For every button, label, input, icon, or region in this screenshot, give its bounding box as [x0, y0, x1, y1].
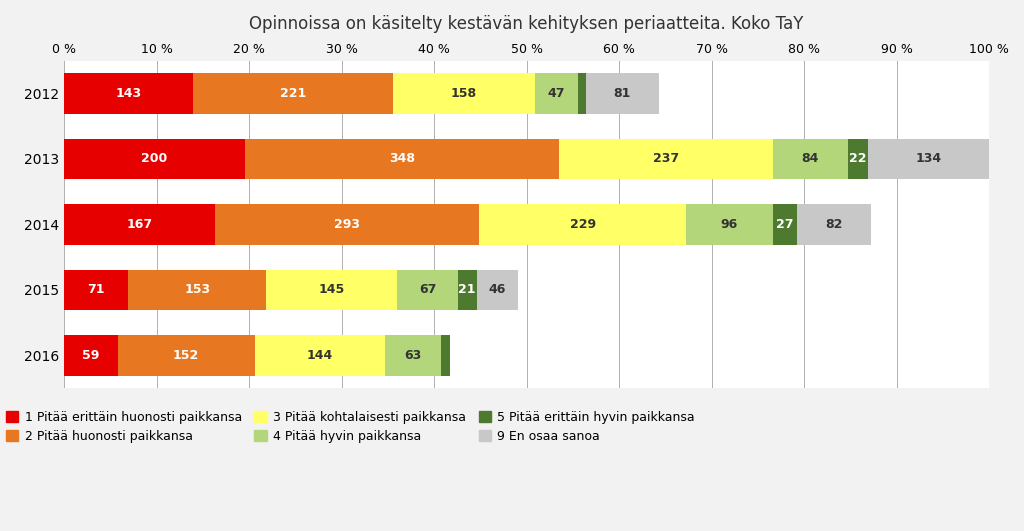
Text: 221: 221 — [280, 87, 306, 100]
Bar — [772, 139, 848, 179]
Text: 67: 67 — [419, 284, 436, 296]
Bar — [65, 73, 194, 114]
Bar — [441, 335, 450, 375]
Text: 63: 63 — [404, 349, 422, 362]
Text: 134: 134 — [915, 152, 942, 166]
Bar — [479, 204, 686, 245]
Text: 47: 47 — [548, 87, 565, 100]
Text: 71: 71 — [88, 284, 105, 296]
Text: 293: 293 — [334, 218, 360, 231]
Bar — [255, 335, 385, 375]
Bar — [848, 139, 868, 179]
Text: 21: 21 — [459, 284, 476, 296]
Text: 143: 143 — [116, 87, 142, 100]
Bar — [476, 270, 518, 310]
Bar — [65, 139, 245, 179]
Bar — [128, 270, 266, 310]
Text: 348: 348 — [389, 152, 415, 166]
Legend: 1 Pitää erittäin huonosti paikkansa, 2 Pitää huonosti paikkansa, 3 Pitää kohtala: 1 Pitää erittäin huonosti paikkansa, 2 P… — [6, 410, 695, 443]
Bar — [686, 204, 772, 245]
Bar — [194, 73, 393, 114]
Bar — [559, 139, 772, 179]
Text: 22: 22 — [850, 152, 867, 166]
Text: 82: 82 — [825, 218, 843, 231]
Text: 229: 229 — [569, 218, 596, 231]
Text: 152: 152 — [173, 349, 200, 362]
Bar — [397, 270, 458, 310]
Text: 153: 153 — [184, 284, 211, 296]
Text: 84: 84 — [802, 152, 819, 166]
Bar — [65, 335, 118, 375]
Bar — [578, 73, 586, 114]
Text: 59: 59 — [82, 349, 99, 362]
Bar — [65, 270, 128, 310]
Bar — [536, 73, 578, 114]
Bar — [118, 335, 255, 375]
Bar — [385, 335, 441, 375]
Text: 158: 158 — [451, 87, 477, 100]
Bar — [266, 270, 397, 310]
Bar — [772, 204, 797, 245]
Bar — [245, 139, 559, 179]
Text: 46: 46 — [488, 284, 506, 296]
Text: 200: 200 — [141, 152, 168, 166]
Text: 237: 237 — [652, 152, 679, 166]
Text: 144: 144 — [306, 349, 333, 362]
Text: 96: 96 — [721, 218, 738, 231]
Text: 27: 27 — [776, 218, 794, 231]
Text: 145: 145 — [318, 284, 345, 296]
Bar — [65, 204, 215, 245]
Bar — [458, 270, 476, 310]
Bar — [797, 204, 870, 245]
Bar — [586, 73, 658, 114]
Bar — [393, 73, 536, 114]
Text: 167: 167 — [127, 218, 153, 231]
Text: 81: 81 — [613, 87, 631, 100]
Bar — [215, 204, 479, 245]
Bar — [868, 139, 989, 179]
Title: Opinnoissa on käsitelty kestävän kehityksen periaatteita. Koko TaY: Opinnoissa on käsitelty kestävän kehityk… — [250, 15, 804, 33]
